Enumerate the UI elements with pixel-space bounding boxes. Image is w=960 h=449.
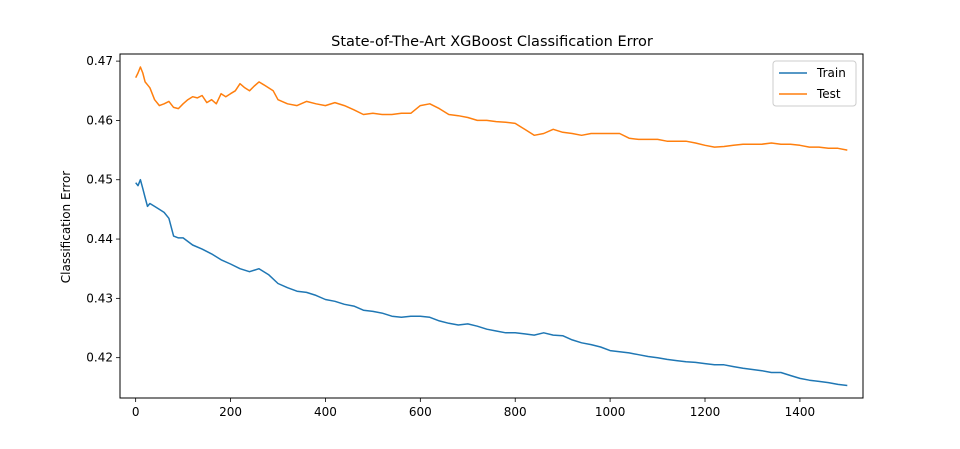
x-tick-label: 0 — [132, 405, 140, 419]
series-line-test — [135, 66, 848, 151]
legend: Train Test — [772, 60, 857, 107]
x-tick-label: 1400 — [785, 405, 816, 419]
y-tick-label: 0.47 — [86, 54, 113, 68]
plot-area — [135, 66, 848, 387]
y-axis-label: Classification Error — [59, 171, 73, 284]
x-tick-label: 600 — [409, 405, 432, 419]
series-line-train — [135, 178, 848, 387]
axes-frame — [119, 53, 864, 399]
legend-label-train: Train — [816, 66, 846, 80]
y-tick-label: 0.45 — [86, 173, 113, 187]
x-tick-label: 200 — [219, 405, 242, 419]
y-tick-label: 0.46 — [86, 113, 113, 127]
y-tick-label: 0.44 — [86, 232, 113, 246]
legend-label-test: Test — [816, 87, 841, 101]
y-tick-label: 0.43 — [86, 291, 113, 305]
x-tick-label: 400 — [314, 405, 337, 419]
x-tick-label: 1200 — [690, 405, 721, 419]
chart-title: State-of-The-Art XGBoost Classification … — [331, 34, 653, 50]
y-tick-label: 0.42 — [86, 351, 113, 365]
x-tick-label: 1000 — [595, 405, 626, 419]
x-tick-label: 800 — [504, 405, 527, 419]
